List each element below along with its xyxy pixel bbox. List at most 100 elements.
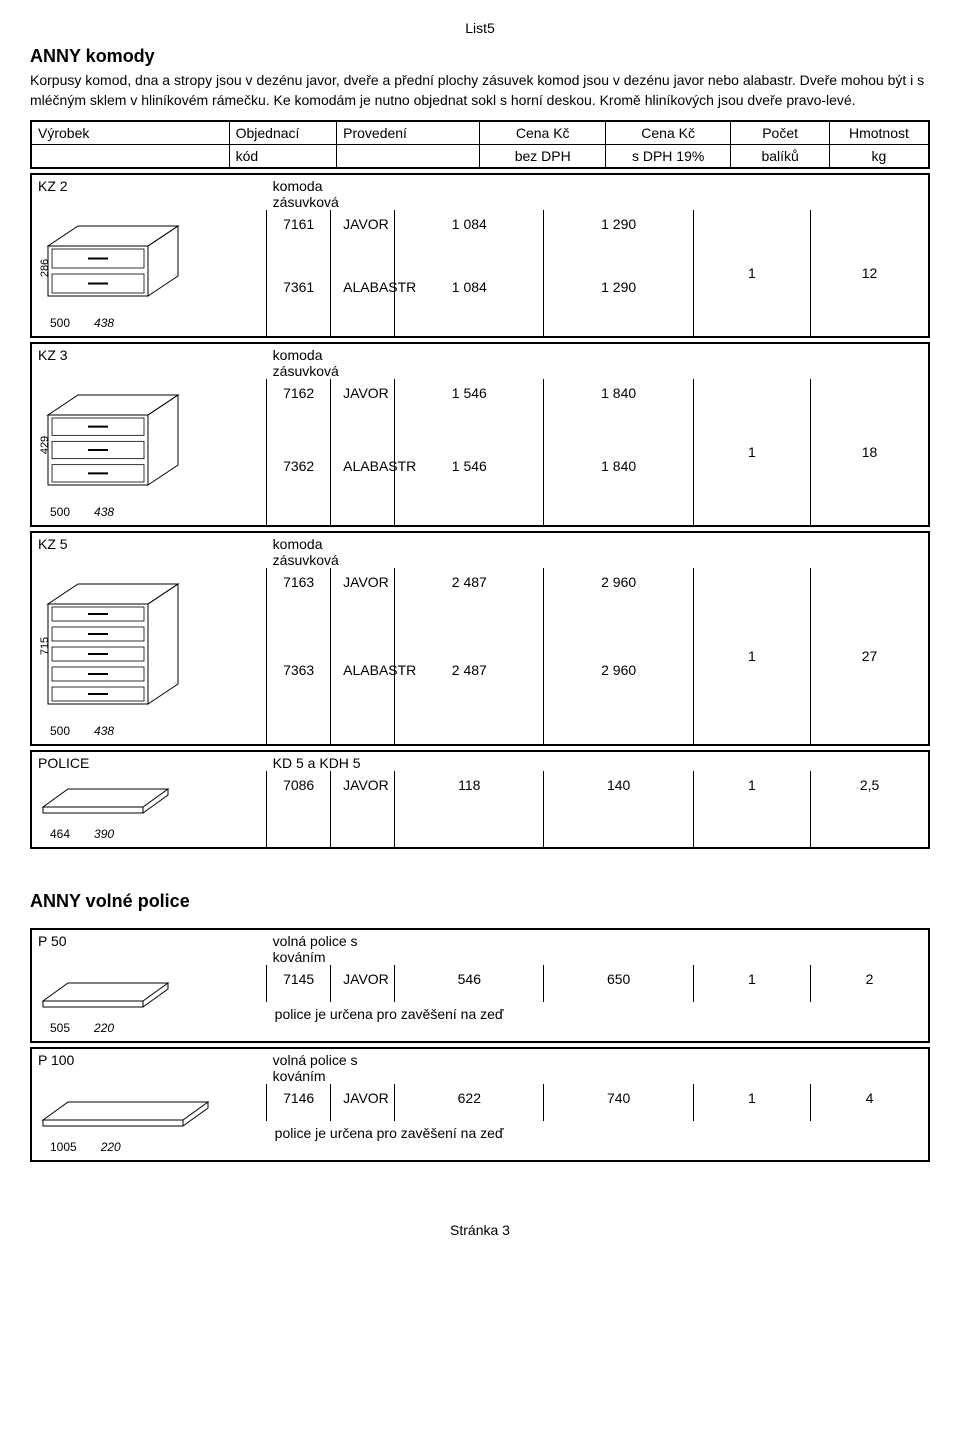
cell-price1: 1 084 (395, 210, 544, 273)
product-model: P 100 (32, 1049, 267, 1084)
product-drawing (38, 1090, 218, 1140)
table-row: 5052207145JAVOR54665012 (32, 965, 928, 1002)
table-row: 2865004387161JAVOR1 0841 290112 (32, 210, 928, 273)
product-model: P 50 (32, 930, 267, 965)
product-table: POLICEKD 5 a KDH 54643907086JAVOR1181401… (32, 752, 928, 847)
dim-depth: 438 (94, 505, 114, 519)
dim-width: 500 (50, 505, 70, 519)
table-header-block: Výrobek Objednací Provedení Cena Kč Cena… (30, 120, 930, 169)
product-drawing (38, 574, 188, 724)
cell-weight: 2 (811, 965, 928, 1002)
table-row: 7155004387163JAVOR2 4872 960127 (32, 568, 928, 656)
cell-prov: ALABASTR (331, 273, 395, 336)
table-row: 4295004387162JAVOR1 5461 840118 (32, 379, 928, 452)
cell-price2: 650 (544, 965, 693, 1002)
cell-code: 7161 (267, 210, 331, 273)
cell-price2: 1 840 (544, 379, 693, 452)
cell-prov: JAVOR (331, 965, 395, 1002)
product-desc: komoda zásuvková (267, 533, 395, 568)
product-drawing (38, 777, 178, 827)
product-note: police je určena pro zavěšení na zeď (267, 1121, 928, 1160)
hdr-vyrobek: Výrobek (32, 122, 229, 145)
cell-code: 7363 (267, 656, 331, 744)
page-footer: Stránka 3 (30, 1222, 930, 1238)
dim-width: 464 (50, 827, 70, 841)
intro-text: Korpusy komod, dna a stropy jsou v dezén… (30, 71, 930, 110)
cell-price2: 2 960 (544, 568, 693, 656)
dim-height: 429 (39, 436, 51, 454)
product-block: KZ 5komoda zásuvková7155004387163JAVOR2 … (30, 531, 930, 746)
cell-code: 7146 (267, 1084, 331, 1121)
hdr-hmot: Hmotnost (829, 122, 928, 145)
cell-price1: 546 (395, 965, 544, 1002)
dim-width: 1005 (50, 1140, 77, 1154)
hdr-prov: Provedení (337, 122, 480, 145)
cell-price2: 140 (544, 771, 693, 847)
dim-depth: 220 (101, 1140, 121, 1154)
product-desc: volná police s kováním (267, 1049, 395, 1084)
product-model: POLICE (32, 752, 267, 771)
cell-price1: 1 546 (395, 379, 544, 452)
cell-price2: 1 290 (544, 273, 693, 336)
cell-code: 7361 (267, 273, 331, 336)
cell-price1: 2 487 (395, 656, 544, 744)
cell-weight: 2,5 (811, 771, 928, 847)
cell-count: 1 (693, 1084, 810, 1121)
product-drawing (38, 216, 188, 316)
cell-code: 7145 (267, 965, 331, 1002)
dim-width: 500 (50, 316, 70, 330)
cell-price1: 1 084 (395, 273, 544, 336)
product-model: KZ 2 (32, 175, 267, 210)
cell-prov: ALABASTR (331, 452, 395, 525)
cell-price2: 2 960 (544, 656, 693, 744)
cell-price1: 118 (395, 771, 544, 847)
cell-prov: JAVOR (331, 379, 395, 452)
cell-price1: 1 546 (395, 452, 544, 525)
cell-prov: JAVOR (331, 568, 395, 656)
product-table: P 50volná police s kováním5052207145JAVO… (32, 930, 928, 1041)
hdr-cena1: Cena Kč (480, 122, 605, 145)
product-desc: komoda zásuvková (267, 175, 395, 210)
product-table: P 100volná police s kováním10052207146JA… (32, 1049, 928, 1160)
cell-price2: 1 840 (544, 452, 693, 525)
dim-width: 500 (50, 724, 70, 738)
dim-depth: 438 (94, 316, 114, 330)
table-row: 10052207146JAVOR62274014 (32, 1084, 928, 1121)
cell-price1: 2 487 (395, 568, 544, 656)
product-block: POLICEKD 5 a KDH 54643907086JAVOR1181401… (30, 750, 930, 849)
cell-prov: JAVOR (331, 771, 395, 847)
table-row: 464 390 7086JAVOR11814012,5 (32, 771, 928, 847)
cell-count: 1 (693, 965, 810, 1002)
product-block: KZ 2komoda zásuvková2865004387161JAVOR1 … (30, 173, 930, 338)
product-table: KZ 2komoda zásuvková2865004387161JAVOR1 … (32, 175, 928, 336)
dim-depth: 220 (94, 1021, 114, 1035)
hdr-kod: Objednací (229, 122, 337, 145)
cell-prov: JAVOR (331, 210, 395, 273)
hdr-pocet: Počet (731, 122, 830, 145)
product-table: KZ 5komoda zásuvková7155004387163JAVOR2 … (32, 533, 928, 744)
cell-count: 1 (693, 771, 810, 847)
header-table: Výrobek Objednací Provedení Cena Kč Cena… (32, 122, 928, 167)
product-table: KZ 3komoda zásuvková4295004387162JAVOR1 … (32, 344, 928, 525)
cell-count: 1 (693, 210, 810, 336)
cell-count: 1 (693, 379, 810, 525)
cell-code: 7086 (267, 771, 331, 847)
product-note: police je určena pro zavěšení na zeď (267, 1002, 928, 1041)
dim-depth: 438 (94, 724, 114, 738)
dim-depth: 390 (94, 827, 114, 841)
product-model: KZ 3 (32, 344, 267, 379)
dim-height: 715 (39, 637, 51, 655)
cell-count: 1 (693, 568, 810, 744)
product-desc: volná police s kováním (267, 930, 395, 965)
section-title-2: ANNY volné police (30, 891, 930, 912)
page-label: List5 (30, 20, 930, 36)
product-block: KZ 3komoda zásuvková4295004387162JAVOR1 … (30, 342, 930, 527)
product-desc: komoda zásuvková (267, 344, 395, 379)
cell-weight: 27 (811, 568, 928, 744)
cell-weight: 12 (811, 210, 928, 336)
cell-prov: JAVOR (331, 1084, 395, 1121)
dim-width: 505 (50, 1021, 70, 1035)
cell-weight: 18 (811, 379, 928, 525)
section-title: ANNY komody (30, 46, 930, 67)
cell-price2: 1 290 (544, 210, 693, 273)
